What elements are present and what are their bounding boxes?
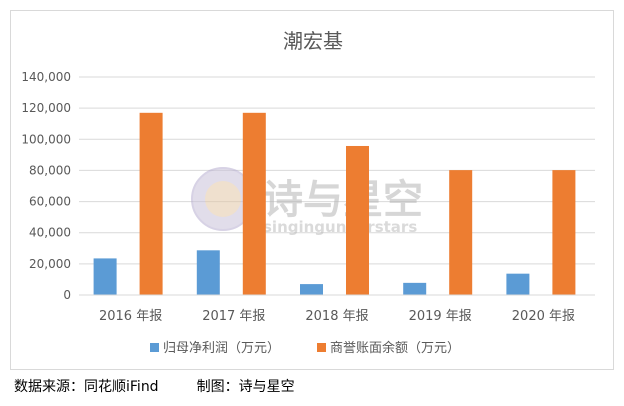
x-tick-label: 2018 年报 [305,309,368,324]
bar-net-profit [93,258,117,295]
legend-swatch-goodwill [317,343,326,352]
legend: 归母净利润（万元） 商誉账面余额（万元） [150,340,460,356]
legend-label-goodwill: 商誉账面余额（万元） [330,340,460,356]
watermark-subtitle: singingunderstars [263,218,417,236]
bar-goodwill [139,112,163,295]
y-tick-label: 140,000 [21,70,71,84]
y-axis-tick-labels: 0 20,000 40,000 60,000 80,000 100,000 120,000 1… [21,70,71,302]
watermark-title: 诗与星空 [263,176,423,223]
made-by-text: 制图：诗与星空 [196,379,295,395]
bar-goodwill [346,145,369,295]
source-line: 数据来源：同花顺iFind 制图：诗与星空 [14,376,333,396]
y-tick-label: 20,000 [29,257,71,271]
legend-label-net-profit: 归母净利润（万元） [163,341,280,356]
chart-frame: 潮宏基 0 20,000 40,000 60,000 80,000 100,000 120,… [10,10,614,370]
bar-net-profit [300,284,323,295]
bar-goodwill [242,112,266,295]
y-tick-label: 40,000 [29,226,71,240]
watermark: 诗与星空 singingunderstars [191,167,423,236]
y-tick-label: 0 [63,288,71,302]
x-tick-label: 2019 年报 [409,309,472,324]
y-tick-label: 100,000 [21,132,71,146]
bar-net-profit [506,273,530,295]
bars [93,112,576,295]
chart-title: 潮宏基 [283,29,343,53]
bar-net-profit [196,250,220,295]
x-tick-label: 2016 年报 [99,309,162,324]
x-tick-label: 2020 年报 [512,309,575,324]
bar-net-profit [403,282,427,295]
y-tick-label: 80,000 [29,163,71,177]
gridlines [79,76,595,265]
bar-chart: 潮宏基 0 20,000 40,000 60,000 80,000 100,000 120,… [21,29,595,356]
y-tick-label: 120,000 [21,101,71,115]
legend-swatch-net-profit [150,343,159,352]
watermark-logo-inner-icon [205,181,241,217]
bar-goodwill [552,170,576,295]
y-tick-label: 60,000 [29,195,71,209]
x-axis-tick-labels: 2016 年报 2017 年报 2018 年报 2019 年报 2020 年报 [99,309,575,324]
bar-goodwill [449,170,473,295]
x-tick-label: 2017 年报 [202,309,265,324]
data-source-text: 数据来源：同花顺iFind [14,379,159,395]
